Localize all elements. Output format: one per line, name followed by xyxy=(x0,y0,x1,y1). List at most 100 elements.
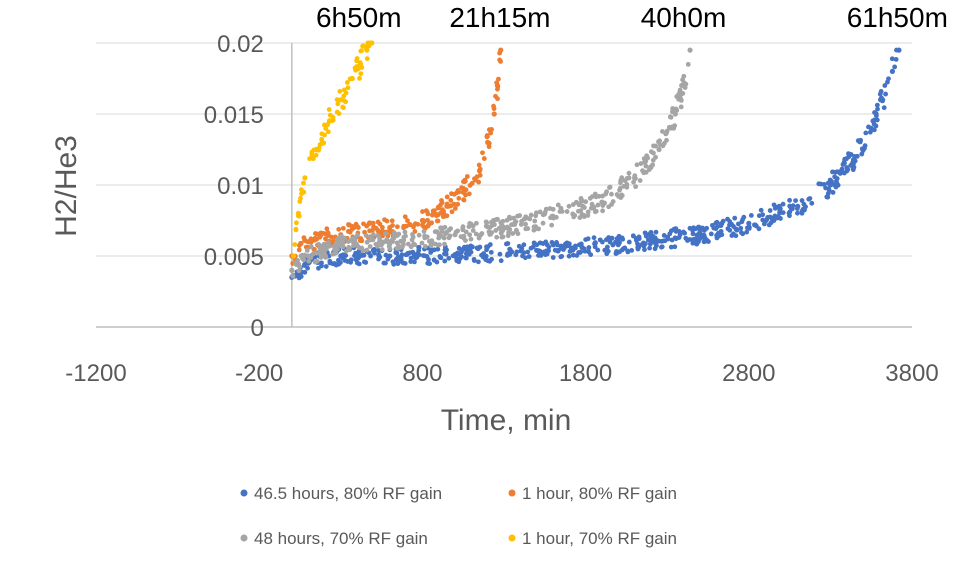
data-point xyxy=(304,248,310,253)
data-point xyxy=(676,228,682,234)
data-point xyxy=(629,247,635,253)
series-2 xyxy=(289,47,693,279)
data-point xyxy=(574,253,580,258)
data-point xyxy=(299,191,304,197)
data-point xyxy=(477,166,483,172)
data-point xyxy=(845,167,851,173)
data-point xyxy=(370,220,376,226)
data-point xyxy=(570,202,576,207)
data-point xyxy=(487,242,493,247)
data-point xyxy=(444,194,450,200)
data-point xyxy=(320,230,326,236)
data-point xyxy=(358,71,364,77)
data-point xyxy=(415,221,421,227)
data-point xyxy=(497,57,503,63)
data-point xyxy=(402,229,408,235)
x-tick-label: 1800 xyxy=(559,360,612,387)
data-point xyxy=(643,233,649,239)
data-point xyxy=(636,245,642,250)
data-point xyxy=(593,240,598,246)
data-point xyxy=(376,247,381,253)
data-point xyxy=(408,255,414,261)
data-point xyxy=(323,253,329,259)
data-point xyxy=(665,236,671,242)
gridlines xyxy=(96,42,912,257)
data-point xyxy=(622,245,628,251)
data-point xyxy=(424,253,430,259)
data-point xyxy=(606,235,611,240)
data-point xyxy=(682,85,688,90)
data-point xyxy=(533,213,539,219)
data-point xyxy=(673,236,679,242)
data-point xyxy=(432,208,437,214)
data-point xyxy=(438,225,443,231)
data-point xyxy=(775,214,781,220)
data-point xyxy=(507,216,513,221)
data-point xyxy=(355,243,361,249)
data-point xyxy=(658,244,664,250)
data-point xyxy=(323,126,329,131)
data-point xyxy=(461,189,467,195)
data-point xyxy=(464,174,470,179)
data-point xyxy=(367,228,372,234)
x-tick-label: 3800 xyxy=(885,360,938,387)
data-point xyxy=(875,106,880,112)
data-point xyxy=(678,104,684,110)
data-point xyxy=(637,178,643,183)
data-point xyxy=(334,240,340,245)
legend-label: 46.5 hours, 80% RF gain xyxy=(254,484,442,503)
data-point xyxy=(633,176,638,181)
data-point xyxy=(352,253,357,259)
data-point xyxy=(302,261,307,267)
data-point xyxy=(583,237,589,242)
data-point xyxy=(476,179,482,185)
data-point xyxy=(564,209,570,214)
data-point xyxy=(599,239,605,245)
data-point xyxy=(776,203,782,209)
data-point xyxy=(568,245,574,251)
data-point xyxy=(809,200,815,206)
data-point xyxy=(642,159,647,165)
data-point xyxy=(333,250,339,256)
data-point xyxy=(437,253,443,259)
data-point xyxy=(565,243,570,249)
data-point xyxy=(448,226,453,232)
data-point xyxy=(377,221,383,227)
data-point xyxy=(470,228,476,233)
data-point xyxy=(428,220,434,226)
data-point xyxy=(347,229,353,235)
data-point xyxy=(452,205,458,211)
data-point xyxy=(435,242,441,248)
data-point xyxy=(526,254,532,259)
data-point xyxy=(345,85,351,91)
data-point xyxy=(355,225,361,230)
data-point xyxy=(301,180,306,186)
data-point xyxy=(390,259,396,265)
data-point xyxy=(455,201,461,207)
data-point xyxy=(690,237,695,243)
data-point xyxy=(461,186,466,191)
data-point xyxy=(704,225,710,231)
time-annotation: 61h50m xyxy=(847,2,948,33)
data-point xyxy=(778,210,784,215)
data-point xyxy=(607,239,613,245)
data-point xyxy=(595,247,601,253)
data-point xyxy=(585,209,591,215)
data-point xyxy=(456,246,462,251)
data-point xyxy=(444,213,450,219)
data-point xyxy=(411,241,417,247)
data-point xyxy=(326,107,332,112)
data-point xyxy=(893,57,899,62)
data-point xyxy=(338,260,343,265)
data-point xyxy=(364,56,370,62)
data-point xyxy=(377,236,383,242)
data-point xyxy=(486,144,492,150)
data-point xyxy=(735,221,741,227)
data-point xyxy=(727,227,733,233)
data-point xyxy=(525,226,531,231)
y-tick-label: 0 xyxy=(250,315,263,342)
data-point xyxy=(480,254,486,260)
data-point xyxy=(485,134,490,140)
data-point xyxy=(439,198,444,203)
